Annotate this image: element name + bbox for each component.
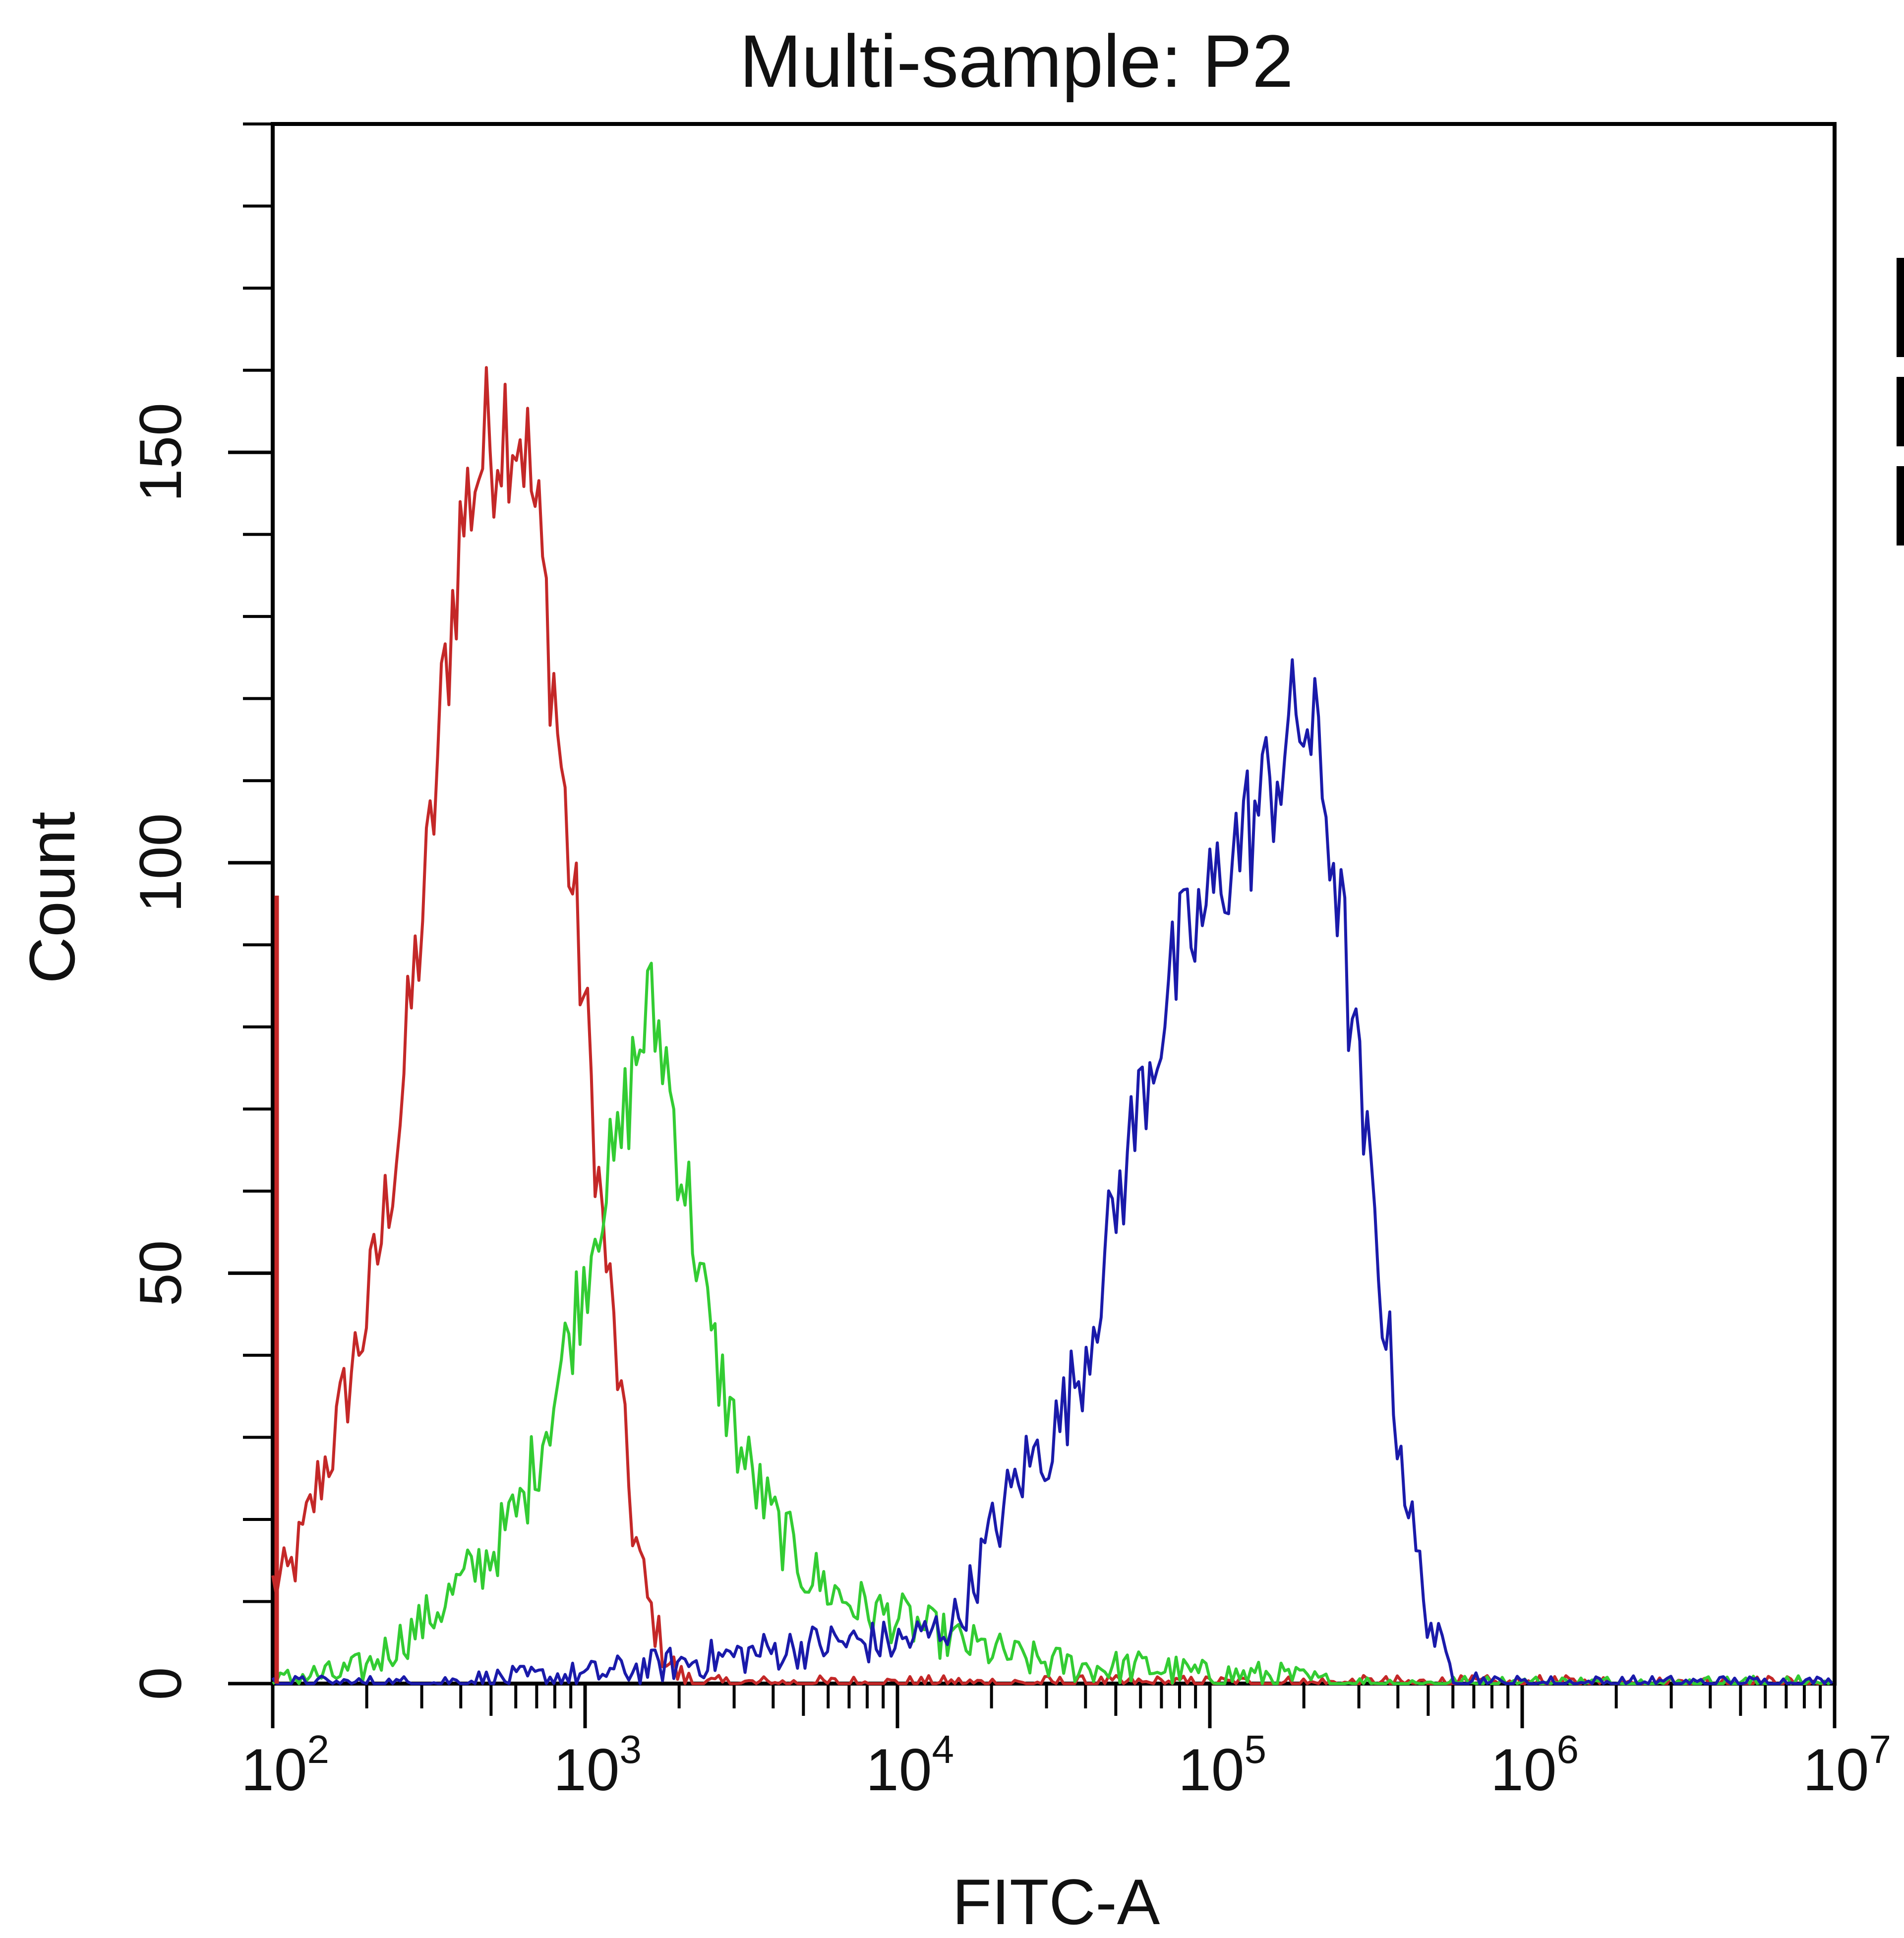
y-axis-label: Count: [16, 812, 88, 984]
legend-fragment: [1897, 258, 1904, 545]
x-axis-label: FITC-A: [952, 1866, 1160, 1938]
series-line-red: [271, 366, 1833, 1685]
y-tick-label: 0: [127, 1667, 194, 1700]
legend-swatch-edge: [1897, 377, 1904, 446]
legend-swatch-edge: [1897, 258, 1904, 357]
x-tick-label: 102: [241, 1727, 329, 1803]
x-tick-label: 106: [1490, 1727, 1579, 1803]
legend-swatch-edge: [1897, 466, 1904, 545]
y-tick-label: 100: [127, 813, 194, 912]
series-line-blue: [271, 658, 1834, 1685]
chart-title: Multi-sample: P2: [739, 19, 1293, 103]
x-axis: 102 103 104 105 106 107: [241, 1684, 1891, 1803]
x-tick-label: 104: [866, 1727, 954, 1803]
series-line-green: [272, 962, 1833, 1685]
x-tick-label: 105: [1178, 1727, 1266, 1803]
series-layer: [271, 366, 1834, 1685]
x-tick-label: 103: [553, 1727, 642, 1803]
y-tick-label: 50: [127, 1240, 194, 1306]
y-tick-label: 150: [127, 403, 194, 502]
x-tick-label: 107: [1803, 1727, 1891, 1803]
y-axis: 0 50 100 150: [127, 122, 273, 1700]
